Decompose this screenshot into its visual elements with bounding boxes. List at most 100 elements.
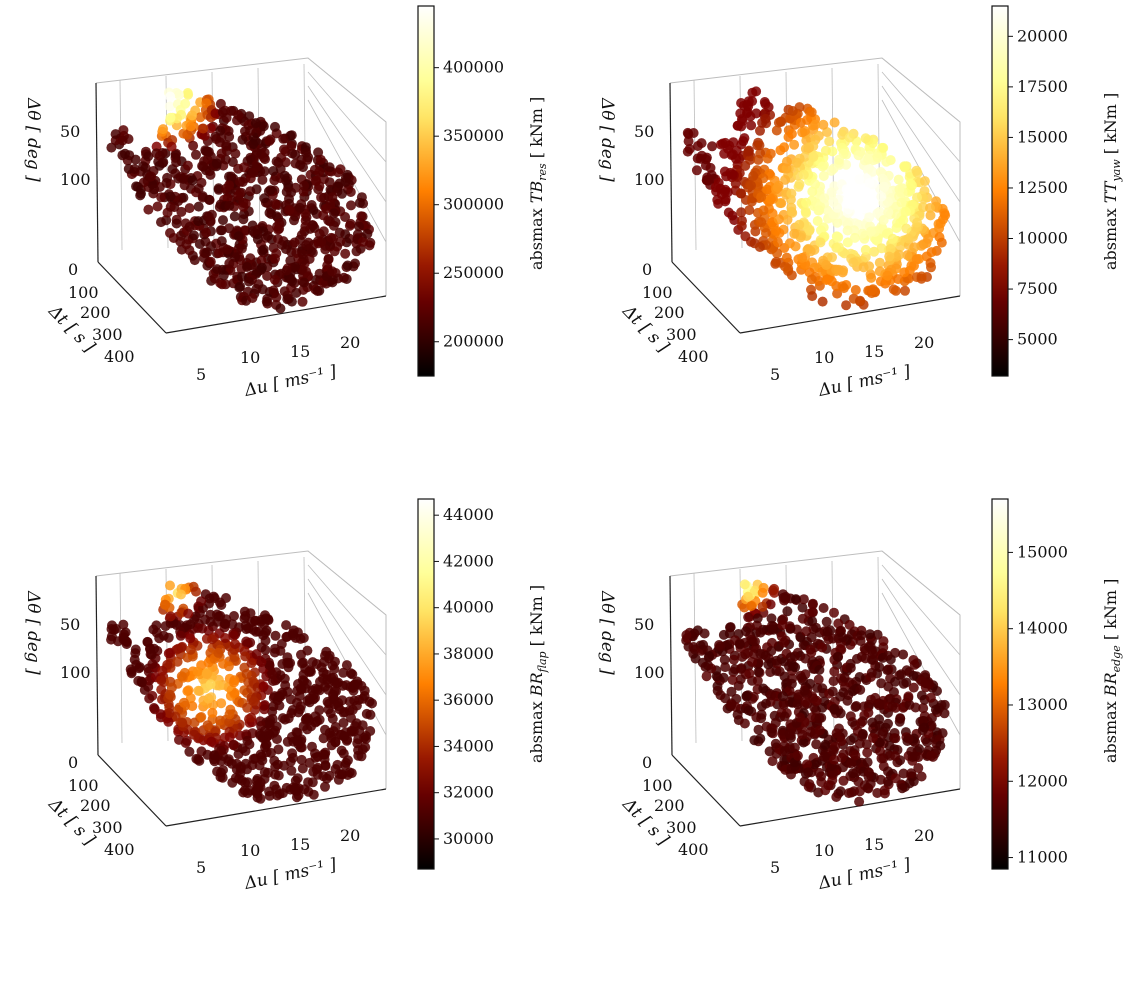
scatter-point	[715, 690, 726, 701]
scatter-point	[182, 88, 193, 98]
scatter-point	[782, 606, 793, 617]
scatter-point	[704, 651, 715, 662]
scatter-point	[864, 178, 875, 188]
scatter-point	[890, 209, 901, 220]
scatter-point	[817, 702, 828, 713]
scatter-point	[247, 728, 258, 739]
scatter-point	[767, 620, 777, 631]
scatter-point	[335, 236, 346, 247]
scatter-point	[719, 654, 730, 665]
scatter-point	[241, 636, 252, 647]
scatter-point	[202, 720, 213, 731]
scatter-point	[147, 659, 158, 669]
scatter-point	[158, 157, 169, 168]
scatter-point	[773, 214, 784, 225]
scatter-point	[806, 632, 817, 643]
scatter-point	[854, 174, 865, 185]
scatter-point	[755, 627, 766, 638]
scatter-point	[912, 217, 923, 228]
scatter-point	[236, 271, 247, 282]
scatter-point	[781, 156, 792, 167]
scatter-point	[206, 736, 217, 747]
scatter-point	[882, 270, 893, 281]
scatter-point	[850, 750, 861, 761]
scatter-point	[903, 691, 914, 702]
scatter-point	[236, 243, 247, 254]
gridline	[881, 564, 961, 656]
y-tick-label: 0	[642, 260, 652, 279]
scatter-point	[176, 589, 186, 600]
scatter-point	[925, 203, 935, 213]
scatter-point	[744, 668, 755, 679]
colorbar-tick-label: 12500	[1017, 178, 1068, 197]
scatter-point	[217, 107, 228, 118]
scatter-point	[145, 649, 156, 660]
scatter-point	[854, 786, 865, 797]
scatter-point	[735, 674, 746, 685]
scatter-point	[229, 688, 240, 698]
x-tick-label: 20	[340, 826, 360, 845]
scatter-point	[299, 277, 309, 288]
scatter-point	[696, 150, 707, 161]
scatter-point	[224, 709, 235, 720]
scatter-point	[286, 765, 297, 776]
scatter-point	[762, 153, 773, 164]
y-axis-line	[671, 261, 741, 334]
scatter-point	[262, 231, 273, 241]
x-tick-label: 10	[814, 348, 834, 367]
scatter-point	[862, 202, 872, 213]
z-axis-label: Δθ [ deg ]	[23, 590, 43, 675]
scatter-point	[841, 300, 852, 311]
scatter-point	[742, 99, 753, 110]
scatter-point	[901, 665, 912, 676]
colorbar-tick-label: 300000	[443, 195, 504, 214]
scatter-point	[812, 216, 823, 226]
scatter-point	[228, 739, 239, 750]
scatter-point	[227, 619, 238, 630]
y-axis-line	[671, 754, 741, 827]
scatter-point	[311, 659, 322, 669]
scatter-point	[904, 778, 915, 789]
scatter-point	[247, 760, 258, 771]
colorbar-label-quantity: TB	[527, 181, 546, 204]
scatter-point	[268, 701, 279, 712]
gridline	[307, 57, 387, 123]
scatter-point	[860, 133, 871, 144]
scatter-point	[189, 230, 199, 241]
scatter-point	[821, 616, 832, 627]
scatter-point	[743, 648, 753, 658]
z-axis-label: Δθ [ deg ]	[23, 97, 43, 182]
scatter-point	[282, 686, 293, 697]
scatter-point	[898, 649, 909, 660]
colorbar-label: absmax TTyaw [ kNm ]	[1101, 93, 1123, 270]
scatter-point	[318, 771, 329, 782]
scatter-point	[260, 645, 271, 655]
scatter-point	[818, 171, 829, 181]
scatter-point	[338, 272, 349, 283]
scatter-point	[912, 192, 922, 203]
scatter-point	[913, 763, 924, 773]
scatter-point	[337, 188, 347, 199]
scatter-point	[357, 720, 368, 731]
scatter-point	[920, 678, 931, 689]
x-tick-label: 5	[196, 365, 206, 384]
colorbar-label-unit: [ kNm ]	[1101, 93, 1120, 160]
scatter-point	[268, 727, 279, 738]
scatter-point	[319, 754, 330, 765]
scatter-point	[888, 284, 899, 295]
scatter-points	[106, 580, 377, 804]
scatter-point	[338, 707, 349, 718]
scatter-point	[289, 785, 300, 796]
scatter-point	[797, 602, 808, 613]
scatter-point	[757, 587, 768, 598]
scatter-point	[875, 737, 885, 748]
scatter-point	[262, 271, 273, 281]
scatter-point	[214, 680, 225, 691]
scatter-point	[745, 154, 756, 165]
scatter-point	[714, 640, 725, 650]
scatter-point	[365, 709, 376, 720]
scatter-point	[898, 678, 909, 689]
x-tick-label: 5	[196, 858, 206, 877]
